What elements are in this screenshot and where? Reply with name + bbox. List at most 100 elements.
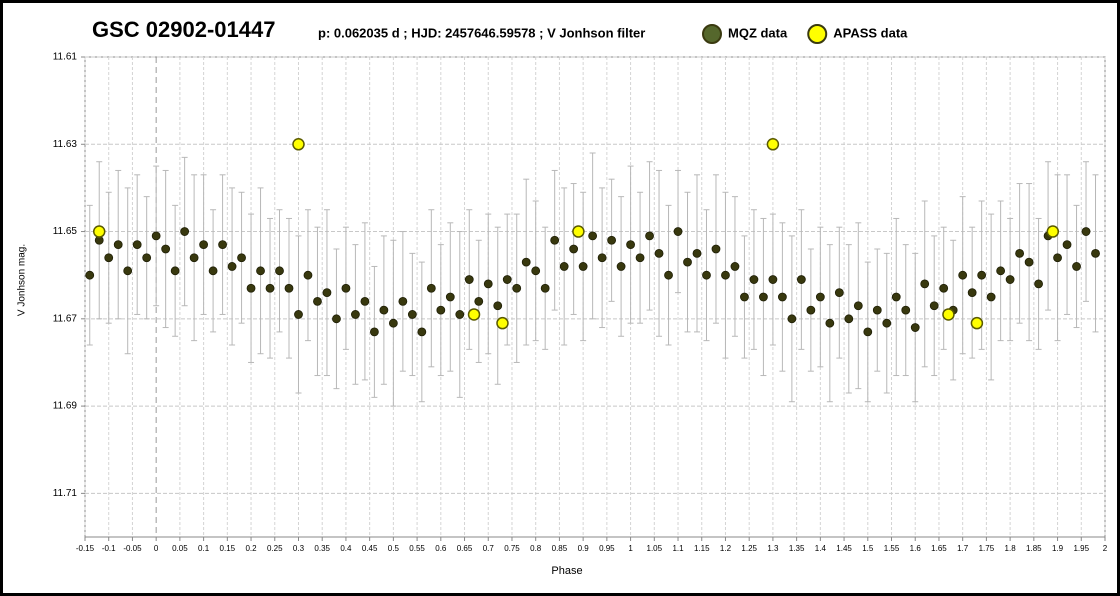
data-point — [161, 244, 171, 254]
data-point — [208, 266, 218, 276]
data-point — [796, 275, 806, 284]
data-point — [559, 262, 569, 271]
data-point — [341, 283, 351, 293]
data-point — [426, 283, 436, 293]
data-point — [467, 308, 481, 321]
data-point — [825, 318, 835, 328]
x-tick-label: -0.1 — [102, 544, 116, 553]
data-point — [996, 266, 1006, 276]
data-point — [502, 275, 512, 284]
x-tick-label: 0.2 — [245, 544, 257, 553]
data-point — [569, 244, 579, 254]
data-point — [1005, 275, 1015, 284]
data-point — [967, 288, 977, 298]
data-point — [815, 292, 825, 302]
x-tick-label: 1.35 — [789, 544, 805, 553]
data-point — [626, 240, 635, 250]
x-tick-label: 0.7 — [483, 544, 495, 553]
x-tick-label: 0.55 — [409, 544, 425, 553]
data-point — [292, 138, 305, 151]
chart-title: GSC 02902-01447 — [92, 17, 275, 42]
data-point — [777, 292, 787, 302]
x-tick-label: 1 — [628, 544, 633, 553]
x-tick-label: 1.65 — [931, 544, 947, 553]
data-point — [588, 231, 598, 241]
data-point — [929, 301, 939, 311]
x-tick-label: 1.7 — [957, 544, 969, 553]
data-point — [872, 305, 882, 315]
legend-marker — [702, 24, 722, 44]
data-point — [645, 231, 654, 241]
data-point — [142, 253, 152, 263]
data-point — [474, 296, 484, 306]
data-point — [189, 253, 199, 263]
x-tick-label: 1.1 — [672, 544, 684, 553]
chart-subtitle: p: 0.062035 d ; HJD: 2457646.59578 ; V J… — [318, 25, 645, 40]
data-point — [483, 279, 493, 289]
data-point — [740, 292, 749, 302]
x-tick-label: 0 — [154, 544, 159, 553]
data-point — [531, 266, 541, 276]
x-tick-label: -0.05 — [123, 544, 142, 553]
data-point — [1015, 248, 1025, 258]
data-point — [512, 283, 522, 293]
data-point — [237, 253, 246, 263]
data-point — [351, 310, 360, 319]
data-point — [246, 283, 256, 293]
x-tick-label: 0.85 — [552, 544, 568, 553]
data-point — [664, 270, 673, 280]
data-point — [256, 266, 265, 276]
data-point — [942, 308, 955, 321]
data-point — [275, 266, 284, 276]
x-tick-label: 0.3 — [293, 544, 305, 553]
x-tick-label: 0.1 — [198, 544, 210, 553]
data-point — [398, 296, 408, 306]
data-point — [759, 292, 768, 302]
data-point — [464, 275, 474, 284]
x-tick-label: 1.75 — [979, 544, 995, 553]
x-tick-label: 1.95 — [1073, 544, 1089, 553]
data-point — [521, 257, 531, 267]
data-point — [113, 240, 123, 250]
data-point — [702, 270, 711, 280]
x-tick-label: 1.15 — [694, 544, 710, 553]
x-tick-label: 1.25 — [741, 544, 757, 553]
data-point — [844, 314, 854, 324]
x-tick-label: 0.4 — [340, 544, 352, 553]
data-point — [455, 310, 465, 319]
data-point — [294, 310, 303, 319]
x-tick-label: 1.2 — [720, 544, 732, 553]
x-tick-label: 0.9 — [578, 544, 590, 553]
data-point — [493, 301, 503, 311]
y-tick-label: 11.69 — [53, 401, 78, 412]
data-point — [721, 270, 730, 280]
x-tick-label: 1.8 — [1005, 544, 1017, 553]
x-tick-label: 0.6 — [435, 544, 447, 553]
data-point — [332, 314, 341, 324]
data-point — [853, 301, 863, 311]
x-tick-label: 1.05 — [647, 544, 663, 553]
data-point — [313, 296, 322, 306]
data-point — [939, 283, 949, 293]
data-point — [1091, 248, 1100, 258]
data-point — [910, 323, 920, 332]
data-point — [407, 310, 417, 319]
data-point — [303, 270, 313, 280]
data-point — [1062, 240, 1072, 250]
data-point — [1024, 257, 1034, 267]
y-axis-label: V Jonhson mag. — [17, 244, 28, 316]
x-tick-label: 1.85 — [1026, 544, 1042, 553]
data-point — [730, 262, 740, 271]
data-point — [635, 253, 645, 263]
data-point — [683, 257, 692, 267]
data-point — [1053, 253, 1062, 263]
data-point — [104, 253, 114, 263]
data-point — [616, 262, 626, 271]
data-point — [227, 262, 237, 271]
legend-label: APASS data — [833, 25, 908, 40]
data-point — [654, 248, 664, 258]
data-point — [360, 296, 370, 306]
data-point — [445, 292, 455, 302]
